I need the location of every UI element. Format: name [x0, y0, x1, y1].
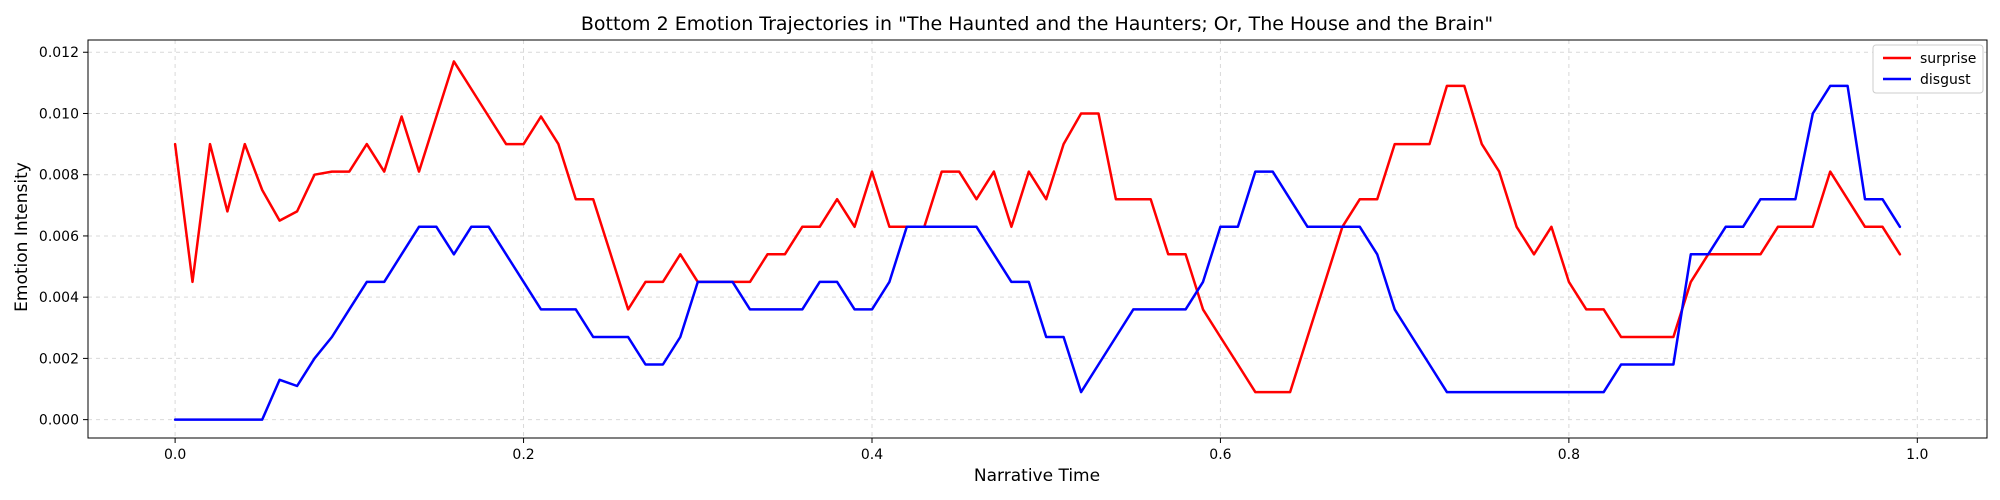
chart-title: Bottom 2 Emotion Trajectories in "The Ha…	[581, 13, 1493, 35]
legend-label-surprise: surprise	[1920, 51, 1976, 67]
series-line-surprise	[173, 60, 1902, 394]
x-tick-label: 1.0	[1906, 447, 1928, 463]
x-tick-label: 0.0	[164, 447, 186, 463]
legend-label-disgust: disgust	[1920, 72, 1971, 88]
series-line-disgust	[173, 84, 1902, 421]
y-tick-label: 0.006	[39, 229, 79, 245]
plot-area-frame	[87, 39, 1988, 439]
x-tick-label: 0.4	[861, 447, 883, 463]
legend: surprise disgust	[1872, 44, 1984, 94]
x-axis-label: Narrative Time	[974, 466, 1100, 486]
x-tick-label: 0.6	[1209, 447, 1231, 463]
y-axis: 0.000 0.002 0.004 0.006 0.008 0.010 0.012	[39, 45, 88, 429]
y-axis-label: Emotion Intensity	[12, 162, 32, 312]
y-tick-label: 0.000	[39, 413, 79, 429]
y-tick-label: 0.012	[39, 45, 79, 61]
y-tick-label: 0.004	[39, 290, 79, 306]
x-axis: 0.0 0.2 0.4 0.6 0.8 1.0	[164, 438, 1928, 463]
y-tick-label: 0.008	[39, 168, 79, 184]
series-group	[173, 60, 1902, 421]
x-tick-label: 0.2	[512, 447, 534, 463]
grid	[88, 40, 1987, 438]
x-tick-label: 0.8	[1558, 447, 1580, 463]
y-tick-label: 0.002	[39, 351, 79, 367]
y-tick-label: 0.010	[39, 106, 79, 122]
